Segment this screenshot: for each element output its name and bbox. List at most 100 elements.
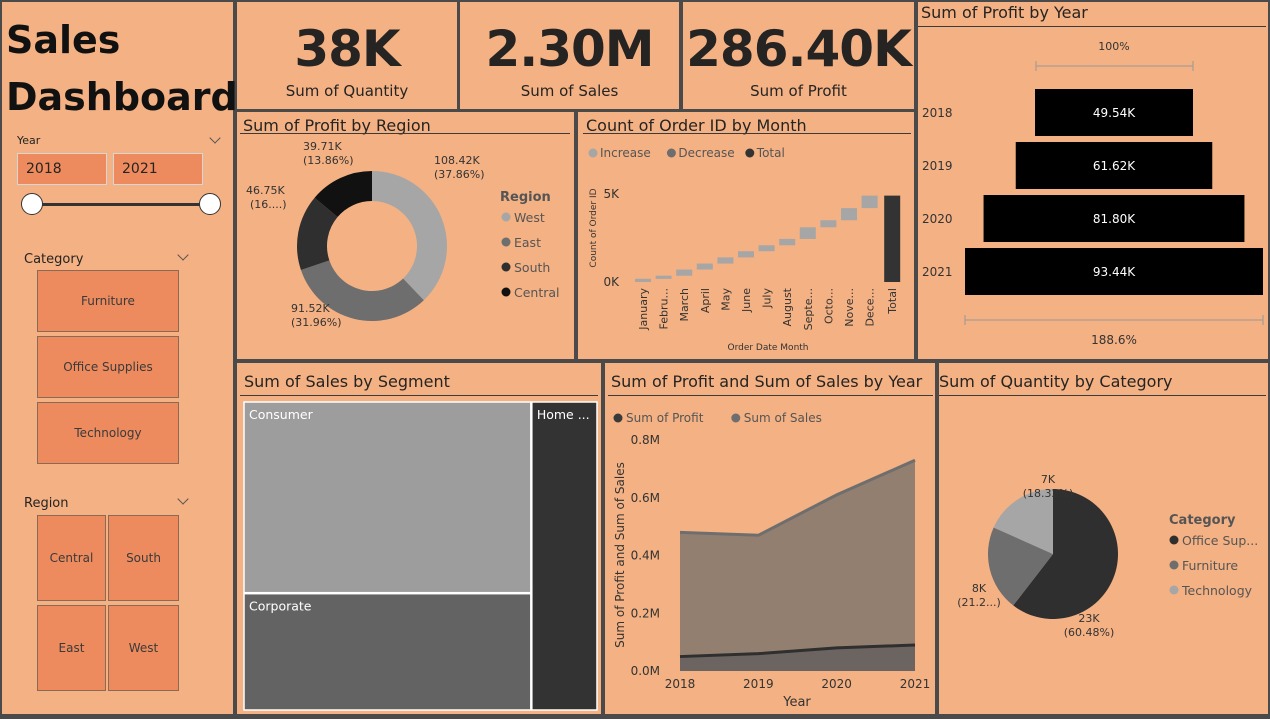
- waterfall-bar: [696, 263, 713, 270]
- legend-marker: [501, 262, 511, 272]
- legend-item: Technology: [1181, 583, 1253, 598]
- pie-slice-0: [1013, 489, 1118, 619]
- pie-chart[interactable]: 23K(60.48%) 8K(21.2...) 7K(18.32%) Category…: [939, 363, 1268, 714]
- x-tick-label: July: [761, 288, 774, 309]
- region-tile-east[interactable]: East: [37, 605, 106, 691]
- profit-by-year-visual[interactable]: Sum of Profit by Year 100% 49.54K 2018 61.6…: [918, 2, 1268, 359]
- legend-marker: [588, 148, 598, 158]
- category-tile-technology[interactable]: Technology: [37, 402, 179, 464]
- x-tick-label: Febru...: [658, 288, 671, 329]
- title-underline: [608, 395, 933, 396]
- sales-line: [679, 458, 916, 537]
- kpi-label: Sum of Quantity: [285, 82, 409, 100]
- legend-item: Central: [514, 285, 560, 300]
- donut-value-label: 91.52K: [291, 302, 330, 315]
- profit-sales-by-year-visual[interactable]: Sum of Profit and Sum of Sales by Year S…: [605, 363, 935, 714]
- kpi-card-sales: 2.30M Sum of Sales: [460, 2, 679, 109]
- y-tick-label: 0K: [603, 275, 620, 289]
- waterfall-bar: [861, 195, 878, 209]
- x-axis-title: Year: [782, 695, 811, 710]
- year-from-input[interactable]: 2018: [17, 153, 107, 185]
- year-slider-track[interactable]: [32, 203, 210, 206]
- waterfall-bar: [799, 227, 816, 239]
- funnel-bar: [1015, 142, 1213, 189]
- dashboard-title: Sales Dashboard: [6, 12, 238, 126]
- pie-value-label: 7K: [1041, 473, 1056, 486]
- slicer-panel: Sales Dashboard Year 2018 2021 Category …: [2, 2, 238, 714]
- waterfall-bar: [655, 275, 672, 279]
- funnel-top-pct: 100%: [1098, 40, 1129, 53]
- funnel-bar-label: 81.80K: [1093, 212, 1136, 226]
- x-axis-title: Order Date Month: [727, 343, 808, 353]
- funnel-category-label: 2019: [922, 159, 953, 173]
- pie-value-label: 23K: [1078, 612, 1100, 625]
- x-tick-label: Octo...: [822, 288, 835, 324]
- legend-item: Decrease: [678, 146, 734, 160]
- title-underline: [240, 133, 570, 134]
- category-chevron-down-icon[interactable]: [177, 249, 189, 261]
- legend-marker: [666, 148, 676, 158]
- kpi-label: Sum of Sales: [520, 82, 619, 100]
- region-tile-central[interactable]: Central: [37, 515, 106, 601]
- donut-slice-central: [314, 171, 372, 218]
- legend-marker: [731, 413, 741, 423]
- title-underline: [240, 395, 598, 396]
- legend-item: Sum of Profit: [626, 411, 704, 425]
- legend-item: West: [514, 210, 545, 225]
- treemap-chart[interactable]: Consumer Corporate Home ...: [237, 363, 601, 714]
- kpi-label: Sum of Profit: [750, 82, 847, 100]
- treemap-cell-0: [243, 401, 532, 594]
- region-tile-south[interactable]: South: [108, 515, 179, 601]
- region-tile-west[interactable]: West: [108, 605, 179, 691]
- legend-title: Category: [1169, 513, 1236, 528]
- donut-pct-label: (13.86%): [303, 154, 354, 167]
- profit-area: [680, 645, 915, 671]
- donut-slice-west: [372, 171, 447, 301]
- funnel-category-label: 2018: [922, 106, 953, 120]
- donut-pct-label: (16....): [250, 198, 287, 211]
- kpi-value: 38K: [294, 20, 400, 78]
- year-chevron-down-icon[interactable]: [209, 132, 221, 144]
- chart-title: Sum of Profit and Sum of Sales by Year: [611, 372, 923, 391]
- orders-by-month-visual[interactable]: Count of Order ID by Month Increase Decre…: [578, 112, 914, 359]
- year-slicer-label: Year: [17, 134, 41, 147]
- treemap-label: Home ...: [537, 407, 590, 422]
- profit-by-region-visual[interactable]: Sum of Profit by Region 108.42K (37.86%) 9…: [237, 112, 574, 359]
- legend-marker: [501, 212, 511, 222]
- year-to-input[interactable]: 2021: [113, 153, 203, 185]
- treemap-label: Corporate: [249, 599, 312, 614]
- title-underline: [939, 395, 1266, 396]
- x-tick-label: January: [637, 288, 650, 331]
- category-slicer-label: Category: [24, 252, 84, 267]
- x-tick-label: 2019: [743, 677, 774, 691]
- x-tick-label: May: [719, 288, 732, 311]
- waterfall-bar: [841, 208, 857, 221]
- quantity-by-category-visual[interactable]: Sum of Quantity by Category 23K (60.48%) 8…: [939, 363, 1268, 714]
- year-slider-end-handle[interactable]: [199, 193, 221, 215]
- year-slider-start-handle[interactable]: [21, 193, 43, 215]
- area-chart[interactable]: Sum of Profit Sum of Sales 0.0M 0.2M 0.4M 0.6…: [605, 363, 935, 714]
- sales-by-segment-visual[interactable]: Sum of Sales by Segment Consumer Corporat…: [237, 363, 601, 714]
- category-tile-office-supplies[interactable]: Office Supplies: [37, 336, 179, 398]
- funnel-chart[interactable]: 100% 49.54K 2018 61.62K 2019 81.80K 2020 93.44K…: [918, 2, 1268, 359]
- legend-item: East: [514, 235, 541, 250]
- category-tile-furniture[interactable]: Furniture: [37, 270, 179, 332]
- y-tick-label: 0.2M: [631, 606, 660, 620]
- sales-area: [680, 460, 915, 671]
- chart-title: Sum of Sales by Segment: [244, 372, 450, 391]
- region-chevron-down-icon[interactable]: [177, 493, 189, 505]
- chart-title: Sum of Profit by Year: [921, 3, 1088, 22]
- pie-pct-label: (21.2...): [957, 596, 1001, 609]
- donut-chart[interactable]: 108.42K(37.86%) 91.52K(31.96%) 46.75K(16..…: [237, 112, 574, 359]
- waterfall-bar: [676, 269, 693, 276]
- kpi-value: 2.30M: [485, 20, 654, 78]
- x-tick-label: 2021: [900, 677, 931, 691]
- funnel-bar-label: 61.62K: [1093, 159, 1136, 173]
- y-axis-title: Sum of Profit and Sum of Sales: [613, 462, 627, 648]
- donut-pct-label: (31.96%): [291, 316, 342, 329]
- funnel-bar-label: 93.44K: [1093, 265, 1136, 279]
- legend-marker: [501, 237, 511, 247]
- y-tick-label: 0.0M: [631, 664, 660, 678]
- x-tick-label: April: [699, 288, 712, 313]
